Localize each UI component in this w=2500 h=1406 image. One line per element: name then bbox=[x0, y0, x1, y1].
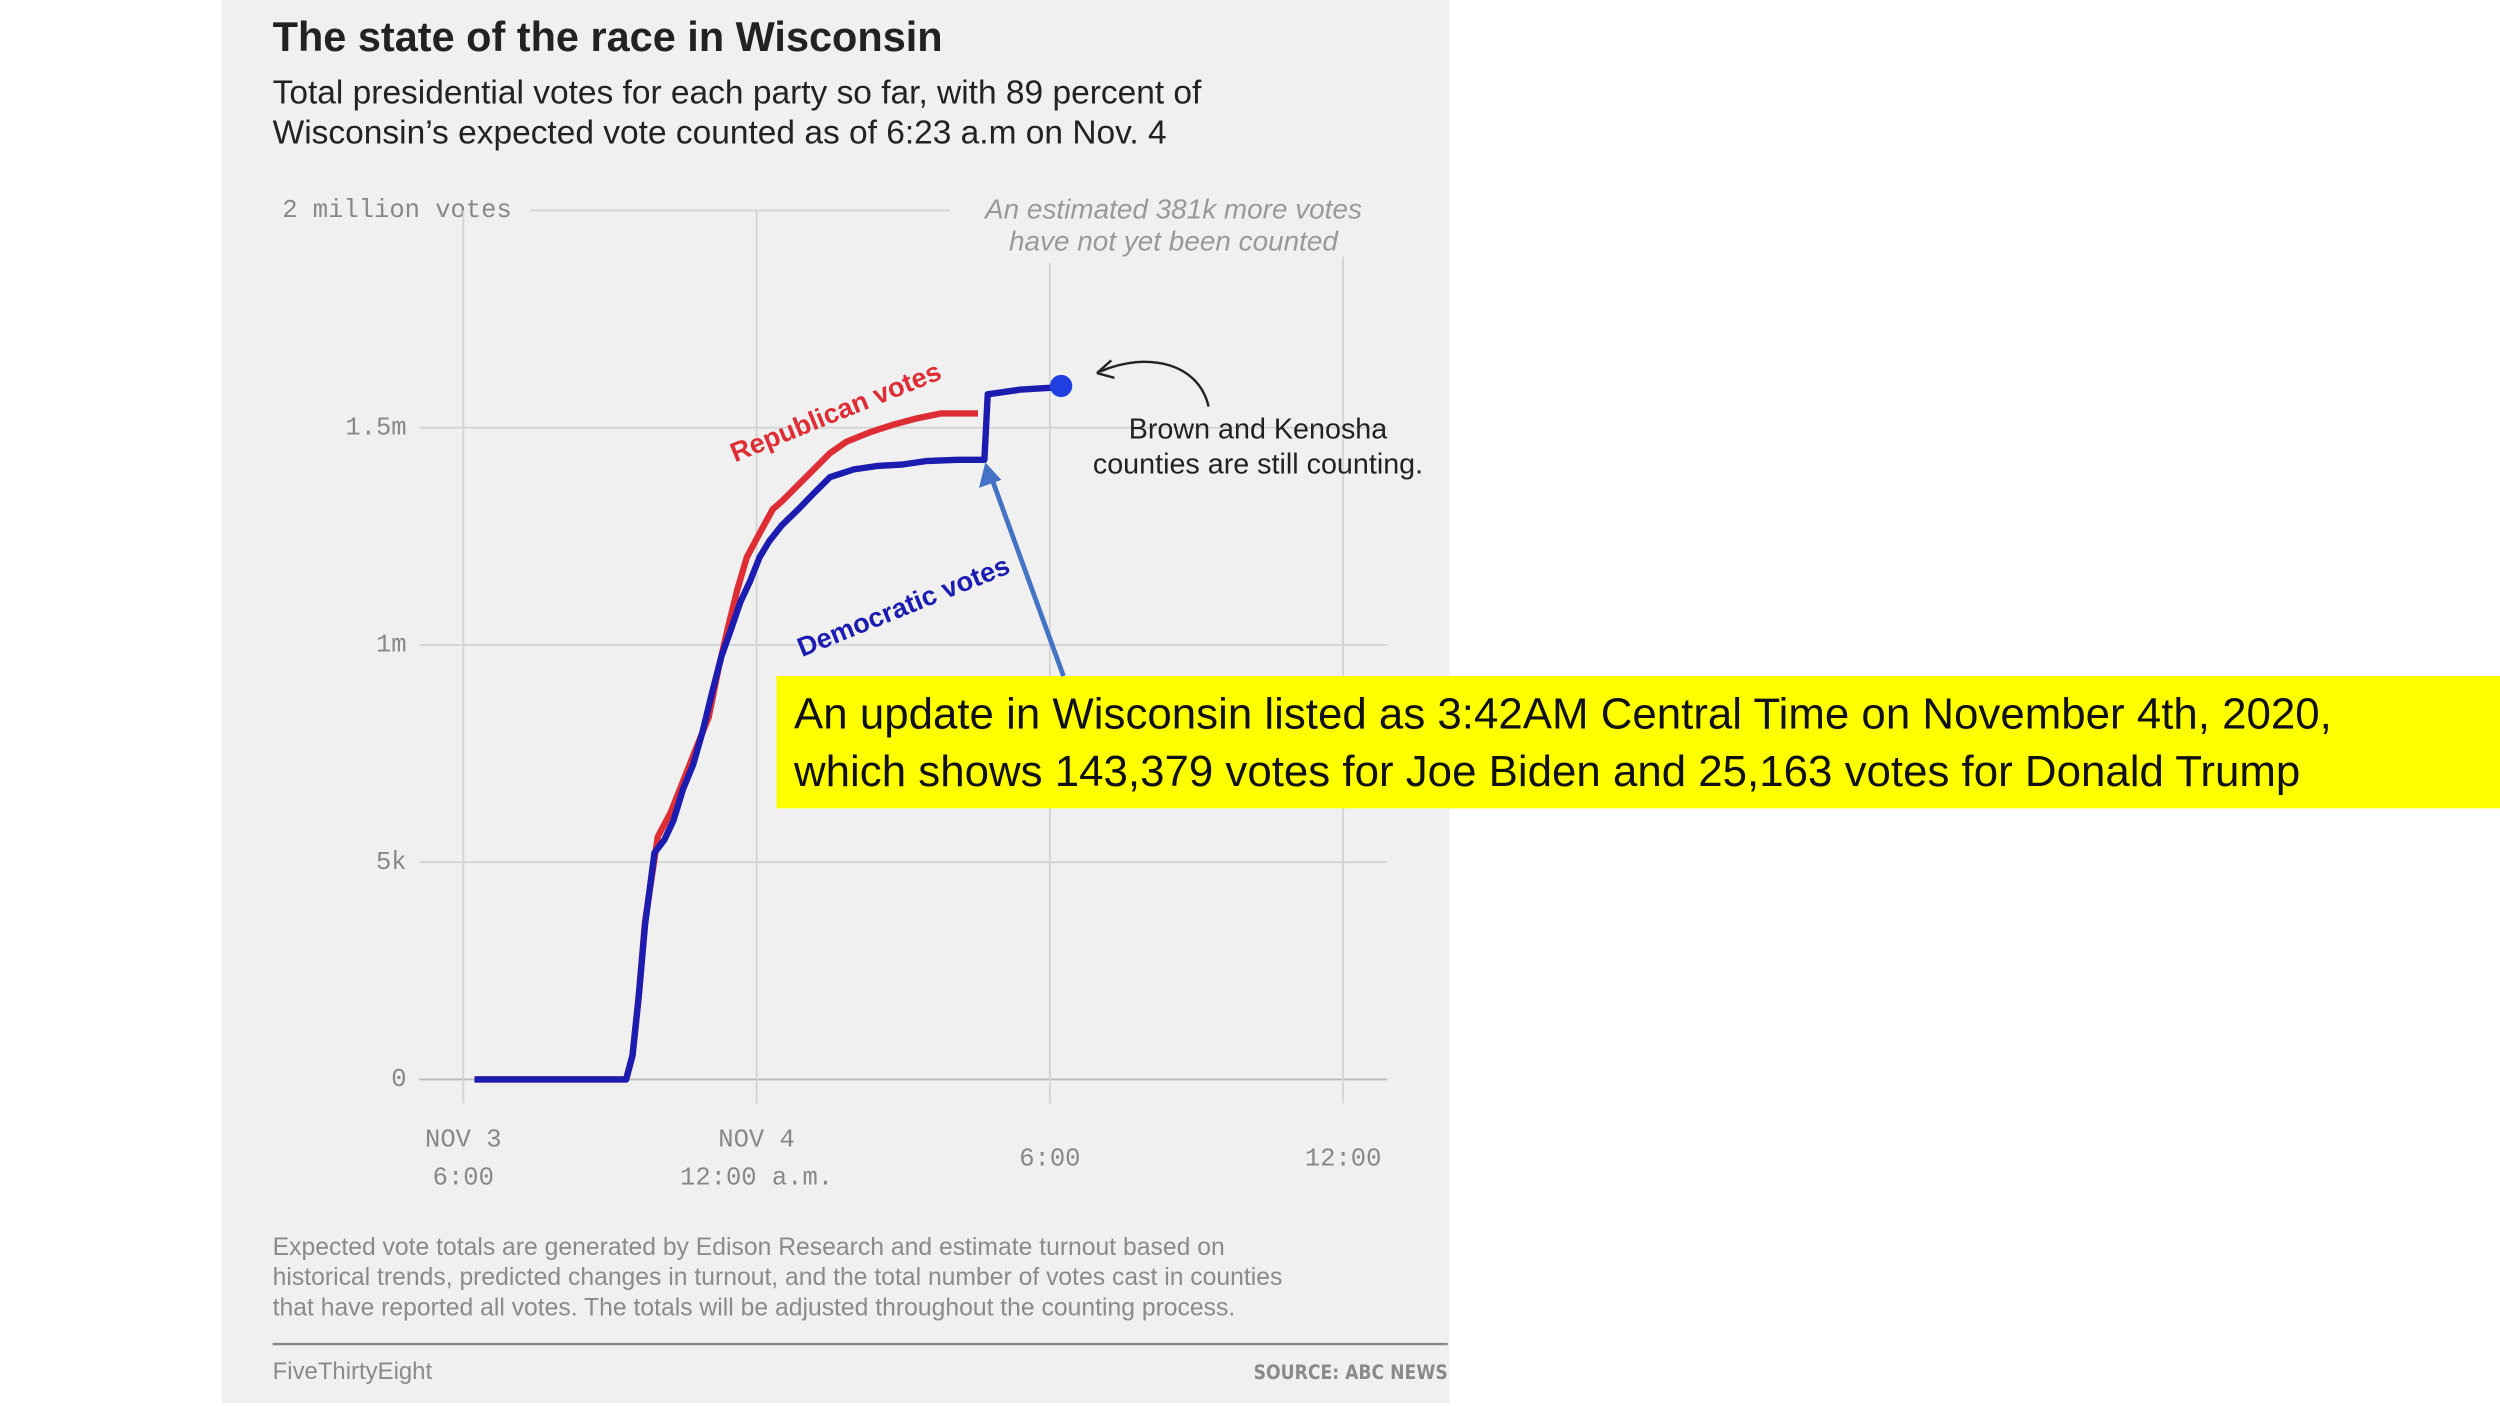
callout-box bbox=[776, 676, 2500, 809]
y-tick-label: 1m bbox=[376, 631, 407, 660]
y-tick-label: 2 million votes bbox=[282, 196, 512, 225]
credit: FiveThirtyEight bbox=[272, 1358, 433, 1386]
footnote: Expected vote totals are generated by Ed… bbox=[272, 1234, 1283, 1322]
x-tick-label: 12:00 bbox=[1304, 1144, 1382, 1174]
chart-title: The state of the race in Wisconsin bbox=[272, 12, 943, 61]
callout-text: An update in Wisconsin listed as 3:42AM … bbox=[794, 688, 2332, 796]
chart-subtitle: Total presidential votes for each party … bbox=[272, 74, 1202, 152]
annotation: An estimated 381k more votes have not ye… bbox=[950, 192, 1397, 257]
y-tick-label: 5k bbox=[376, 848, 407, 877]
pointer-arrow bbox=[1099, 360, 1210, 407]
x-tick-label: NOV 4 12:00 a.m. bbox=[680, 1125, 834, 1193]
pointer-arrowhead bbox=[1096, 359, 1115, 380]
end-point bbox=[1049, 374, 1073, 398]
x-tick-label: 6:00 bbox=[1019, 1144, 1081, 1174]
y-tick-label: 1.5m bbox=[345, 413, 406, 442]
y-tick-label: 0 bbox=[391, 1065, 406, 1094]
x-tick-label: NOV 3 6:00 bbox=[425, 1125, 502, 1193]
series-line bbox=[474, 382, 1062, 1083]
source: SOURCE: ABC NEWS bbox=[1253, 1361, 1448, 1384]
annotation: Brown and Kenosha counties are still cou… bbox=[1092, 412, 1424, 480]
